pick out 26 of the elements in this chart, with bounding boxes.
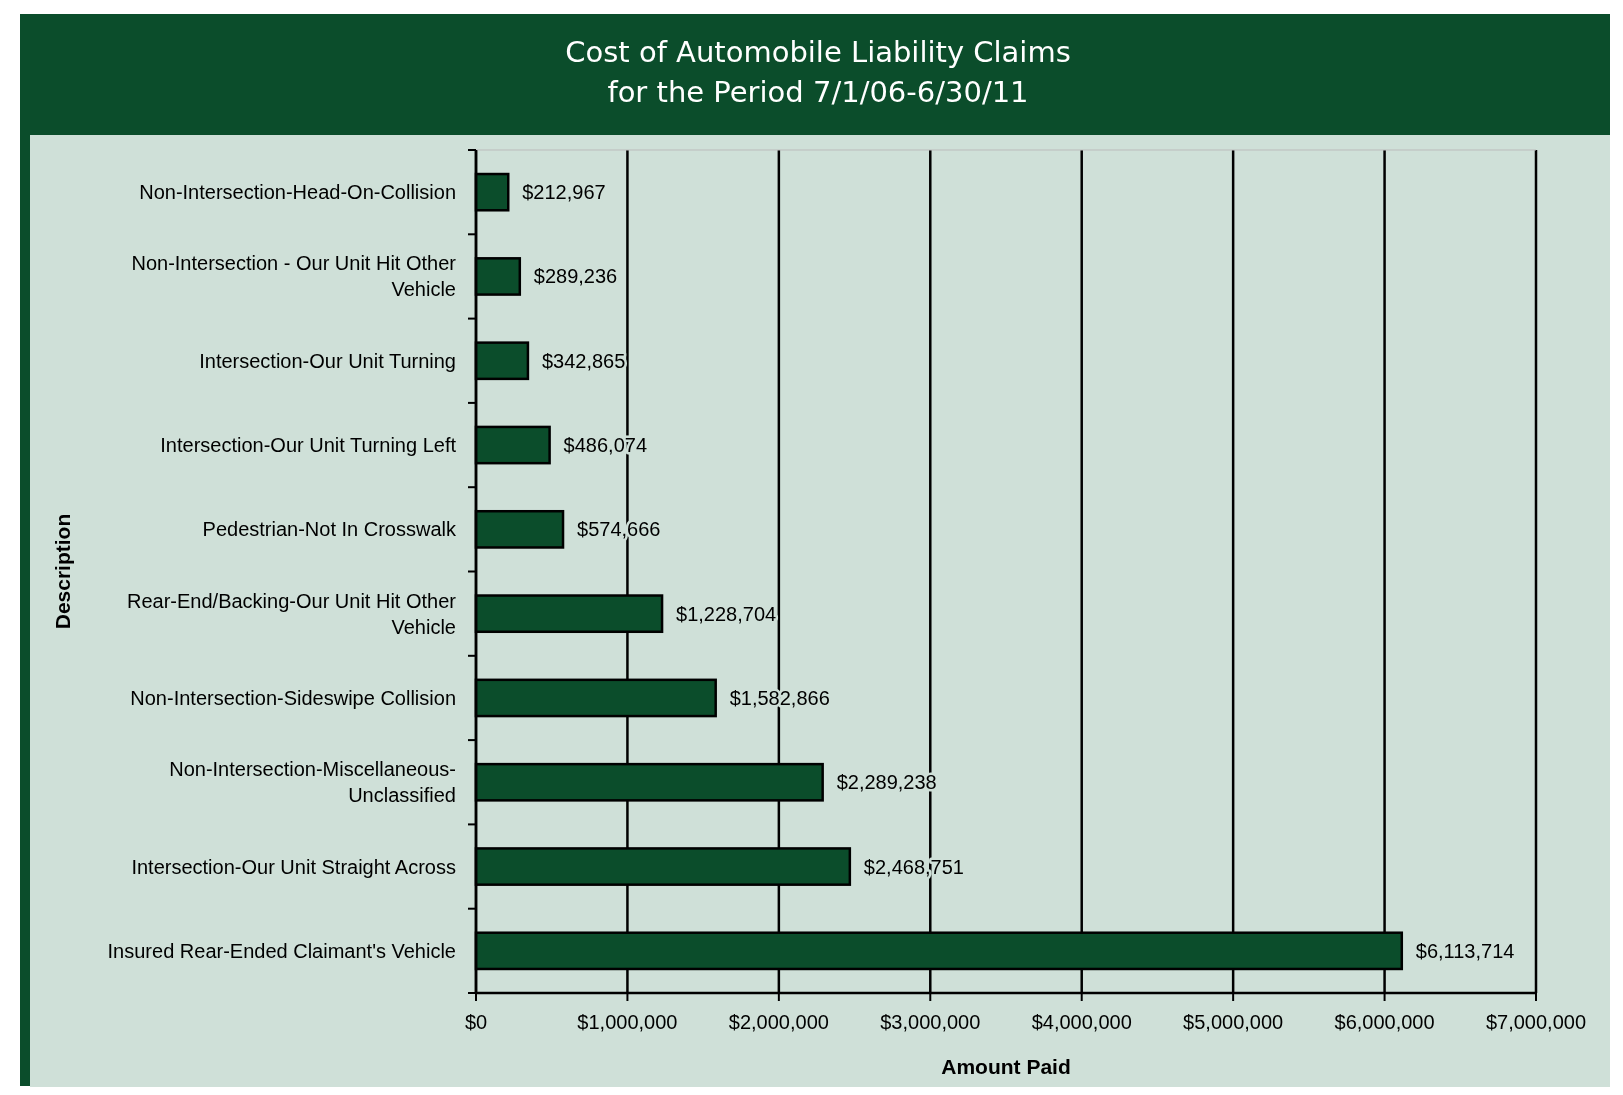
x-tick-label: $1,000,000 bbox=[577, 1011, 678, 1033]
x-tick-label: $2,000,000 bbox=[728, 1011, 829, 1033]
data-label: $289,236 bbox=[533, 265, 618, 288]
x-tick-label: $4,000,000 bbox=[1031, 1011, 1132, 1033]
x-axis-title: Amount Paid bbox=[941, 1055, 1071, 1078]
x-tick-label: $3,000,000 bbox=[880, 1011, 981, 1033]
y-tick-label: Intersection-Our Unit Turning Left bbox=[160, 434, 457, 457]
y-tick-label: Rear-End/Backing-Our Unit Hit Other Vehicle bbox=[126, 589, 457, 638]
chart-title: Cost of Automobile Liability Claims for the Period 7/1/06-6/30/11 bbox=[565, 35, 1071, 109]
y-tick-label: Non-Intersection - Our Unit Hit Other Vehicle bbox=[131, 252, 457, 301]
x-tick-label: $0 bbox=[464, 1011, 488, 1033]
y-tick-label: Non-Intersection-Miscellaneous-Unclassified bbox=[169, 758, 456, 807]
data-label: $1,228,704 bbox=[676, 602, 777, 625]
x-tick-label: $6,000,000 bbox=[1334, 1011, 1435, 1033]
y-tick-label: Non-Intersection-Sideswipe Collision bbox=[130, 686, 456, 709]
x-tick-label: $5,000,000 bbox=[1183, 1011, 1284, 1033]
data-label: $342,865 bbox=[541, 349, 626, 372]
y-tick-label: Pedestrian-Not In Crosswalk bbox=[202, 518, 457, 541]
x-tick-label: $7,000,000 bbox=[1485, 1011, 1587, 1033]
data-label: $6,113,714 bbox=[1415, 939, 1515, 962]
y-axis-title: Description bbox=[51, 513, 74, 630]
y-tick-label: Non-Intersection-Head-On-Collision bbox=[139, 181, 456, 204]
data-label: $212,967 bbox=[522, 181, 606, 204]
y-tick-label: Intersection-Our Unit Straight Across bbox=[131, 855, 456, 878]
y-tick-label: Insured Rear-Ended Claimant's Vehicle bbox=[107, 939, 456, 962]
y-tick-label: Intersection-Our Unit Turning bbox=[199, 349, 456, 372]
